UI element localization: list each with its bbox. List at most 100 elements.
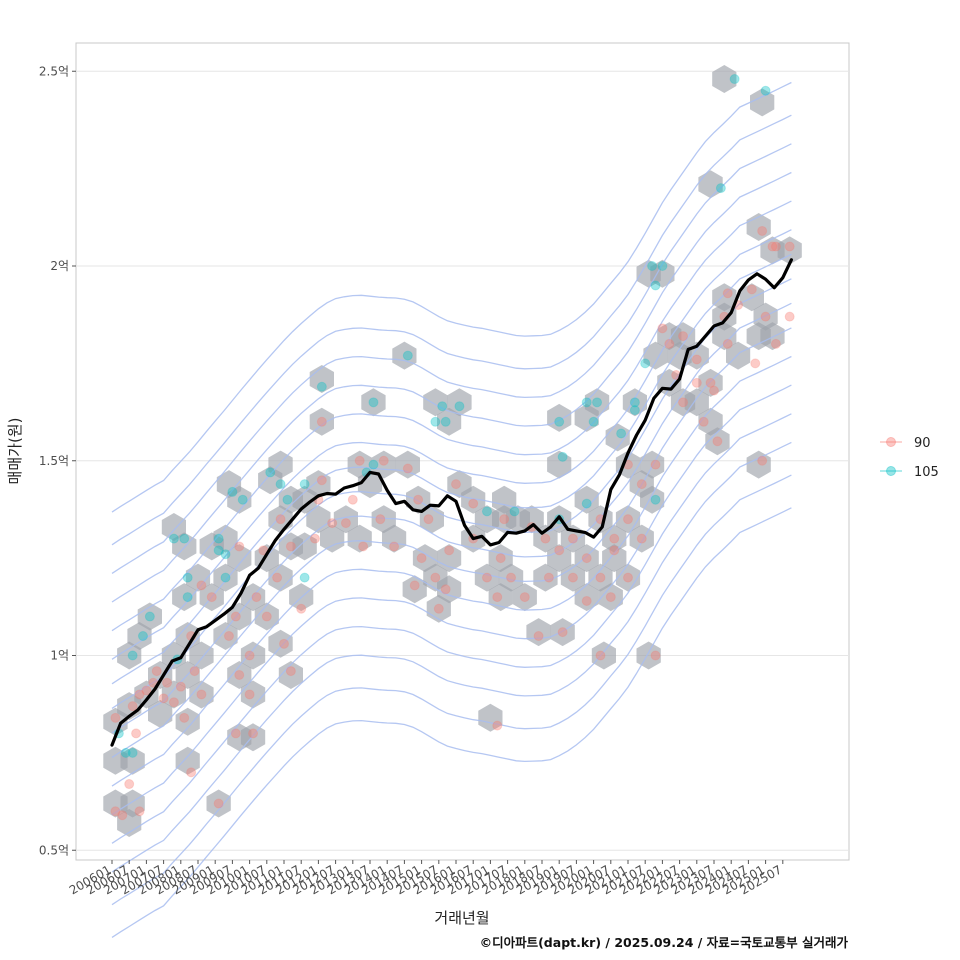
density-contour-line xyxy=(111,278,792,709)
scatter-point-90 xyxy=(691,354,702,365)
hexbin xyxy=(268,563,293,592)
scatter-point-90 xyxy=(389,541,400,552)
scatter-point-105 xyxy=(168,533,179,544)
scatter-point-90 xyxy=(248,728,259,739)
scatter-point-105 xyxy=(127,747,138,758)
scatter-point-105 xyxy=(179,533,190,544)
scatter-point-90 xyxy=(678,331,689,342)
scatter-point-105 xyxy=(760,85,771,96)
scatter-point-90 xyxy=(206,592,217,603)
scatter-point-90 xyxy=(223,631,234,642)
scatter-point-105 xyxy=(299,479,310,490)
hexbin xyxy=(684,388,709,417)
hexbin xyxy=(498,563,524,592)
legend: 90 105 xyxy=(880,436,939,480)
hexbin xyxy=(746,450,771,479)
hexbin xyxy=(227,544,252,573)
hexbin xyxy=(117,809,142,837)
hexbin xyxy=(602,544,627,573)
scatter-point-90 xyxy=(609,533,620,544)
scatter-point-90 xyxy=(506,572,517,583)
scatter-point-90 xyxy=(760,311,771,322)
hexbin xyxy=(533,563,558,592)
density-contour-line xyxy=(111,413,792,844)
density-contour-line xyxy=(111,253,792,685)
scatter-point-90 xyxy=(770,338,781,349)
scatter-point-90 xyxy=(110,712,121,723)
scatter-point-90 xyxy=(678,397,689,408)
hexbin xyxy=(447,388,472,417)
scatter-point-90 xyxy=(519,592,530,603)
scatter-point-90 xyxy=(433,603,444,614)
scatter-point-105 xyxy=(729,74,740,85)
density-contours xyxy=(111,81,792,938)
scatter-point-90 xyxy=(244,650,255,661)
scatter-point-90 xyxy=(213,798,224,809)
caption-text: ©디아파트(dapt.kr) / 2025.09.24 / 자료=국토교통부 실… xyxy=(480,935,849,950)
scatter-point-90 xyxy=(358,541,369,552)
scatter-point-90 xyxy=(244,689,255,700)
hexbin xyxy=(474,563,500,592)
scatter-point-90 xyxy=(134,689,145,700)
legend-label: 90 xyxy=(914,436,931,451)
hexbin xyxy=(461,485,486,514)
scatter-point-90 xyxy=(705,377,716,388)
scatter-point-105 xyxy=(430,416,441,427)
x-axis-title: 거래년월 xyxy=(434,909,489,927)
scatter-point-105 xyxy=(650,280,661,291)
hexbin xyxy=(213,622,238,650)
hexbin xyxy=(240,723,266,752)
scatter-point-90 xyxy=(110,806,121,817)
y-tick-label: 0.5억 xyxy=(39,843,69,857)
scatter-point-105 xyxy=(299,572,310,583)
hexbin xyxy=(278,661,303,689)
hexbin xyxy=(292,532,317,561)
scatter-point-90 xyxy=(605,592,616,603)
scatter-point-105 xyxy=(237,494,248,505)
legend-label: 105 xyxy=(914,465,939,480)
scatter-point-90 xyxy=(134,806,145,817)
scatter-point-90 xyxy=(581,595,592,606)
hexbin xyxy=(161,641,186,670)
scatter-point-105 xyxy=(581,397,592,408)
hexbin xyxy=(137,602,162,631)
hexbin xyxy=(161,513,186,541)
scatter-point-105 xyxy=(592,397,603,408)
scatter-point-90 xyxy=(354,455,365,466)
density-contour-line xyxy=(111,302,792,734)
scatter-point-90 xyxy=(567,572,578,583)
hexbin xyxy=(512,583,537,612)
scatter-point-90 xyxy=(196,689,207,700)
scatter-point-105 xyxy=(227,486,238,497)
plot-panel xyxy=(75,42,850,861)
hexbin xyxy=(333,505,358,534)
x-axis: 2006012006072007012007072008012008072009… xyxy=(67,860,784,898)
scatter-point-90 xyxy=(770,241,781,252)
scatter-point-90 xyxy=(444,545,455,556)
hexbin xyxy=(712,283,737,312)
scatter-point-90 xyxy=(468,498,479,509)
hexbin xyxy=(640,450,665,479)
scatter-point-90 xyxy=(179,712,190,723)
density-contour-line xyxy=(111,200,792,632)
scatter-point-90 xyxy=(230,728,241,739)
hexbin xyxy=(547,544,572,573)
scatter-point-90 xyxy=(127,701,138,712)
scatter-point-105 xyxy=(137,631,148,642)
scatter-point-105 xyxy=(440,416,451,427)
scatter-point-90 xyxy=(158,693,169,704)
density-contour-line xyxy=(111,441,792,873)
hexbin xyxy=(488,583,513,612)
scatter-point-105 xyxy=(629,405,640,416)
scatter-point-105 xyxy=(182,572,193,583)
scatter-point-90 xyxy=(722,288,733,299)
scatter-point-90 xyxy=(784,241,795,252)
hexbin xyxy=(437,544,462,573)
scatter-point-90 xyxy=(691,377,702,388)
hexbin xyxy=(402,575,427,604)
y-axis: 0.5억 1억 1.5억 2억 2.5억 xyxy=(39,64,76,857)
hexbin xyxy=(588,563,613,592)
scatter-point-105 xyxy=(581,498,592,509)
scatter-point-90 xyxy=(636,533,647,544)
